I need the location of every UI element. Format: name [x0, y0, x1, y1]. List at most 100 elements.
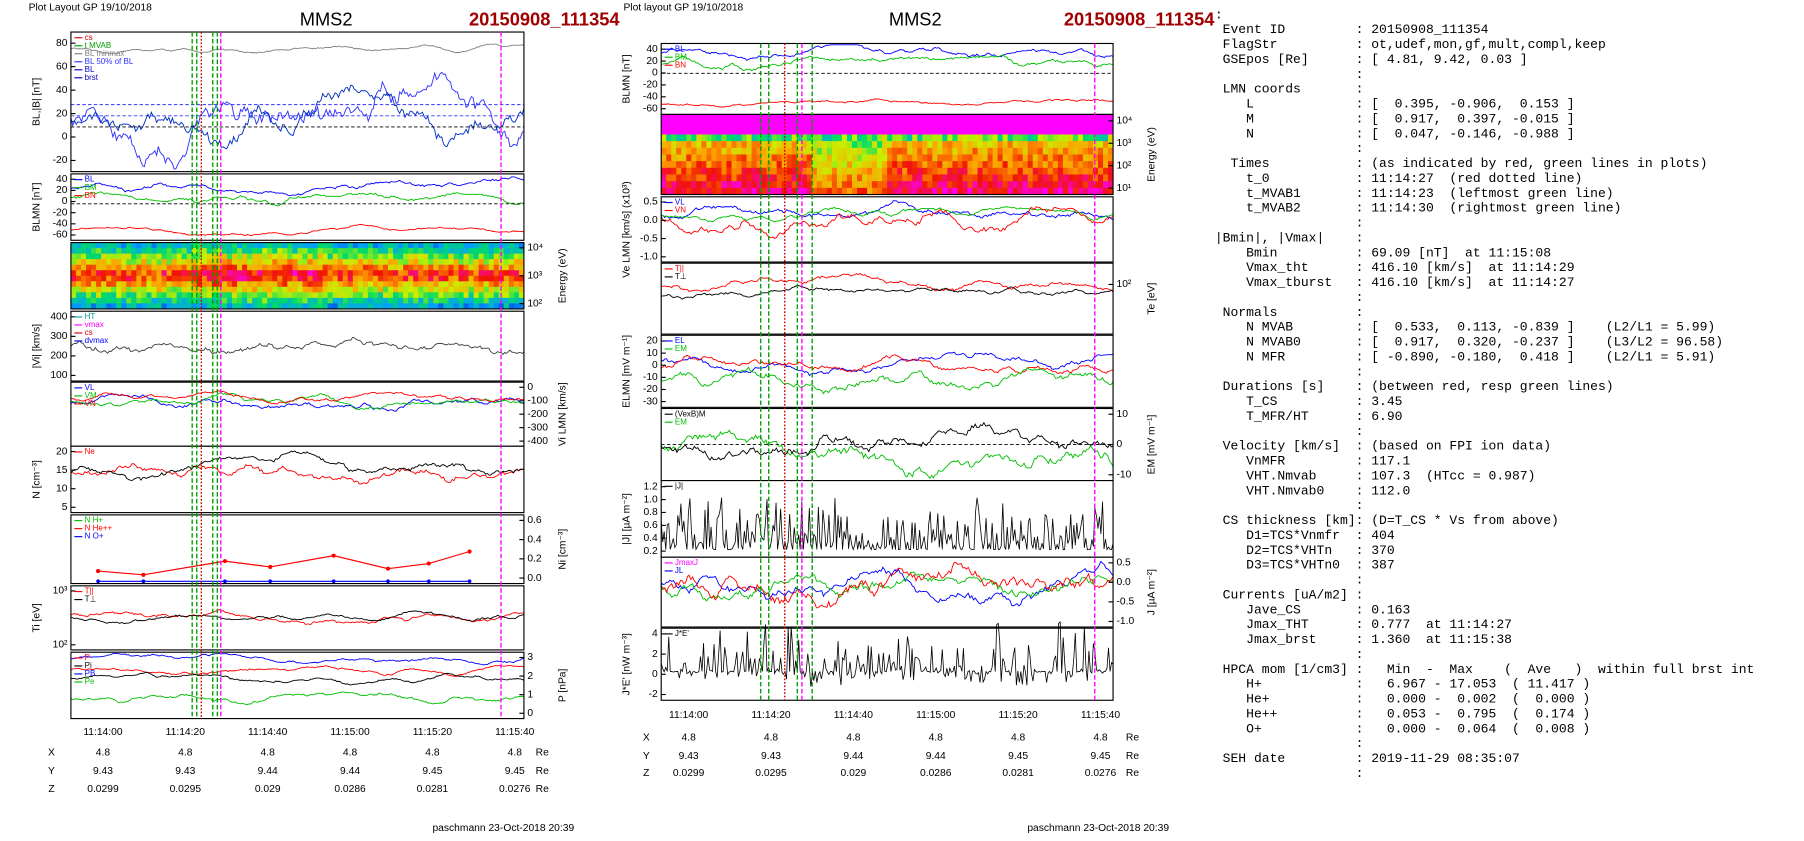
spectrogram-cell — [751, 147, 758, 155]
spectrogram-cell — [696, 154, 702, 162]
plot-header: Plot layout GP 19/10/2018 — [623, 3, 743, 14]
panel-frame — [660, 334, 1114, 408]
spectrogram-cell — [468, 286, 475, 293]
spectrogram-cell — [252, 259, 258, 266]
spectrogram-cell — [307, 297, 313, 304]
spectrogram-cell — [756, 174, 763, 182]
spectrogram-cell — [317, 242, 324, 249]
spectrogram-cell — [1027, 134, 1034, 142]
summary-key: D3=TCS*VHTn0 — [1215, 558, 1340, 573]
spectrogram-cell — [781, 134, 788, 142]
spectrogram-cell — [513, 242, 520, 249]
spectrogram-cell — [398, 303, 404, 310]
spectrogram-cell — [136, 248, 142, 255]
spectrogram-cell — [741, 121, 748, 129]
spectrogram-cell — [231, 248, 238, 255]
position-unit: Re — [536, 748, 549, 759]
spectrogram-cell — [796, 161, 803, 169]
position-value: 0.029 — [841, 768, 867, 779]
spectrogram-cell — [362, 248, 369, 255]
spectrogram-cell — [681, 174, 687, 182]
spectrogram-cell — [468, 264, 475, 271]
spectrogram-cell — [226, 292, 233, 299]
spectrogram-cell — [902, 154, 908, 162]
spectrogram-cell — [907, 187, 913, 195]
panel-bg — [661, 480, 1114, 558]
spectrogram-cell — [75, 264, 82, 271]
spectrogram-cell — [932, 154, 938, 162]
spectrogram-cell — [357, 253, 364, 260]
spectrogram-cell — [317, 297, 324, 304]
summary-key: t_MVAB1 — [1215, 186, 1301, 201]
marker — [268, 579, 273, 584]
spectrogram-cell — [957, 134, 963, 142]
spectrogram-cell — [1072, 121, 1079, 129]
spectrogram-cell — [362, 275, 369, 282]
spectrogram-cell — [503, 303, 510, 310]
x-tick-label: 11:15:00 — [916, 710, 956, 721]
spectrogram-cell — [872, 134, 878, 142]
y-tick-label: -20 — [53, 155, 68, 166]
summary-value: : 404 — [1356, 528, 1395, 543]
spectrogram-cell — [247, 259, 253, 266]
spectrogram-cell — [473, 259, 480, 266]
y-tick-label: 4 — [652, 629, 658, 640]
summary-value: : (as indicated by red, green lines in p… — [1356, 156, 1708, 171]
spectrogram-cell — [262, 259, 268, 266]
spectrogram-cell — [857, 121, 863, 129]
spectrogram-cell — [196, 259, 203, 266]
spectrogram-cell — [691, 181, 697, 189]
marker — [467, 579, 472, 584]
spectrogram-cell — [463, 286, 470, 293]
spectrogram-cell — [186, 242, 193, 249]
spectrogram-cell — [691, 174, 697, 182]
spectrogram-cell — [80, 292, 87, 299]
summary-value: : 416.10 [km/s] at 11:14:29 — [1356, 260, 1575, 275]
summary-value: : — [1356, 290, 1364, 305]
spectrogram-cell — [731, 147, 737, 155]
spectrogram-cell — [716, 127, 722, 135]
spectrogram-cell — [141, 286, 147, 293]
spectrogram-cell — [463, 248, 470, 255]
spectrogram-cell — [242, 286, 248, 293]
spectrogram-cell — [131, 264, 137, 271]
spectrogram-cell — [292, 292, 298, 299]
y-tick-label: 10² — [1116, 160, 1131, 171]
spectrogram-cell — [1032, 114, 1039, 122]
spectrogram-cell — [231, 270, 238, 277]
spectrogram-cell — [1057, 174, 1064, 182]
spectrogram-cell — [272, 275, 278, 282]
spectrogram-cell — [671, 187, 677, 195]
spectrogram-cell — [816, 114, 823, 122]
spectrogram-cell — [111, 270, 117, 277]
spectrogram-cell — [478, 286, 485, 293]
legend-label: N He++ — [85, 524, 113, 533]
spectrogram-cell — [398, 281, 404, 288]
spectrogram-cell — [448, 264, 454, 271]
y-tick-label: 200 — [50, 351, 67, 362]
spectrogram-cell — [806, 147, 813, 155]
spectrogram-cell — [211, 259, 218, 266]
spectrogram-cell — [186, 292, 193, 299]
spectrogram-cell — [681, 181, 687, 189]
spectrogram-cell — [101, 297, 107, 304]
spectrogram-cell — [887, 181, 893, 189]
spectrogram-cell — [821, 114, 828, 122]
spectrogram-cell — [91, 248, 97, 255]
spectrogram-cell — [237, 297, 243, 304]
spectrogram-cell — [671, 141, 677, 149]
spectrogram-cell — [846, 127, 853, 135]
spectrogram-cell — [721, 187, 727, 195]
spectrogram-cell — [821, 161, 828, 169]
spectrogram-cell — [661, 181, 667, 189]
spectrogram-cell — [377, 292, 384, 299]
spectrogram-cell — [826, 181, 833, 189]
spectrogram-cell — [488, 253, 495, 260]
spectrogram-cell — [468, 259, 475, 266]
spectrogram-cell — [1057, 167, 1064, 175]
spectrogram-cell — [272, 286, 278, 293]
spectrogram-cell — [423, 281, 429, 288]
spectrogram-cell — [821, 121, 828, 129]
spectrogram-cell — [201, 270, 208, 277]
spectrogram-cell — [686, 174, 692, 182]
